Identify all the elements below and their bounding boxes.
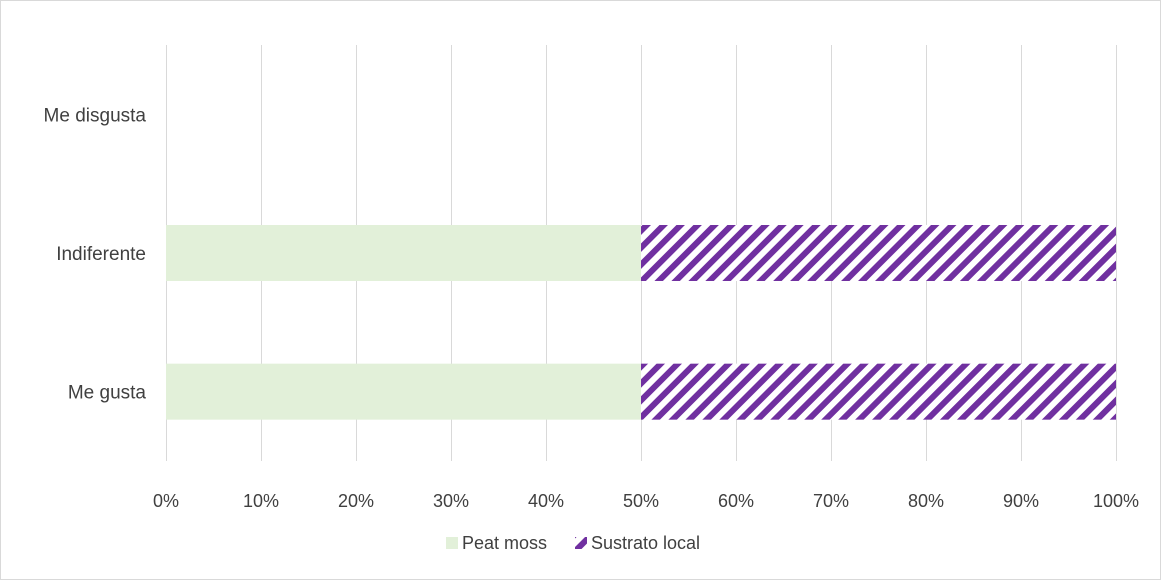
x-tick-label: 100% xyxy=(1093,491,1139,511)
legend-label: Peat moss xyxy=(462,533,547,553)
legend: Peat moss Sustrato local xyxy=(446,533,700,553)
category-label: Me gusta xyxy=(68,383,147,404)
bars xyxy=(166,225,1116,420)
x-tick-label: 90% xyxy=(1003,491,1039,511)
x-tick-label: 30% xyxy=(433,491,469,511)
category-labels: Me disgusta Indiferente Me gusta xyxy=(44,105,147,403)
x-axis-tick-labels: 0% 10% 20% 30% 40% 50% 60% 70% 80% 90% 100% xyxy=(153,491,1139,511)
x-tick-label: 40% xyxy=(528,491,564,511)
x-tick-label: 70% xyxy=(813,491,849,511)
x-tick-label: 50% xyxy=(623,491,659,511)
x-tick-label: 80% xyxy=(908,491,944,511)
x-tick-label: 0% xyxy=(153,491,179,511)
x-tick-label: 10% xyxy=(243,491,279,511)
bar-peat-moss-indiferente xyxy=(166,225,641,281)
legend-swatch xyxy=(575,537,587,549)
x-tick-label: 60% xyxy=(718,491,754,511)
category-label: Indiferente xyxy=(56,244,146,265)
bar-peat-moss-me-gusta xyxy=(166,363,641,420)
category-label: Me disgusta xyxy=(44,105,147,126)
x-tick-label: 20% xyxy=(338,491,374,511)
bar-sustrato-local-indiferente xyxy=(641,225,1116,281)
legend-label: Sustrato local xyxy=(591,533,700,553)
bar-sustrato-local-me-gusta xyxy=(641,363,1116,420)
legend-swatch xyxy=(446,537,458,549)
